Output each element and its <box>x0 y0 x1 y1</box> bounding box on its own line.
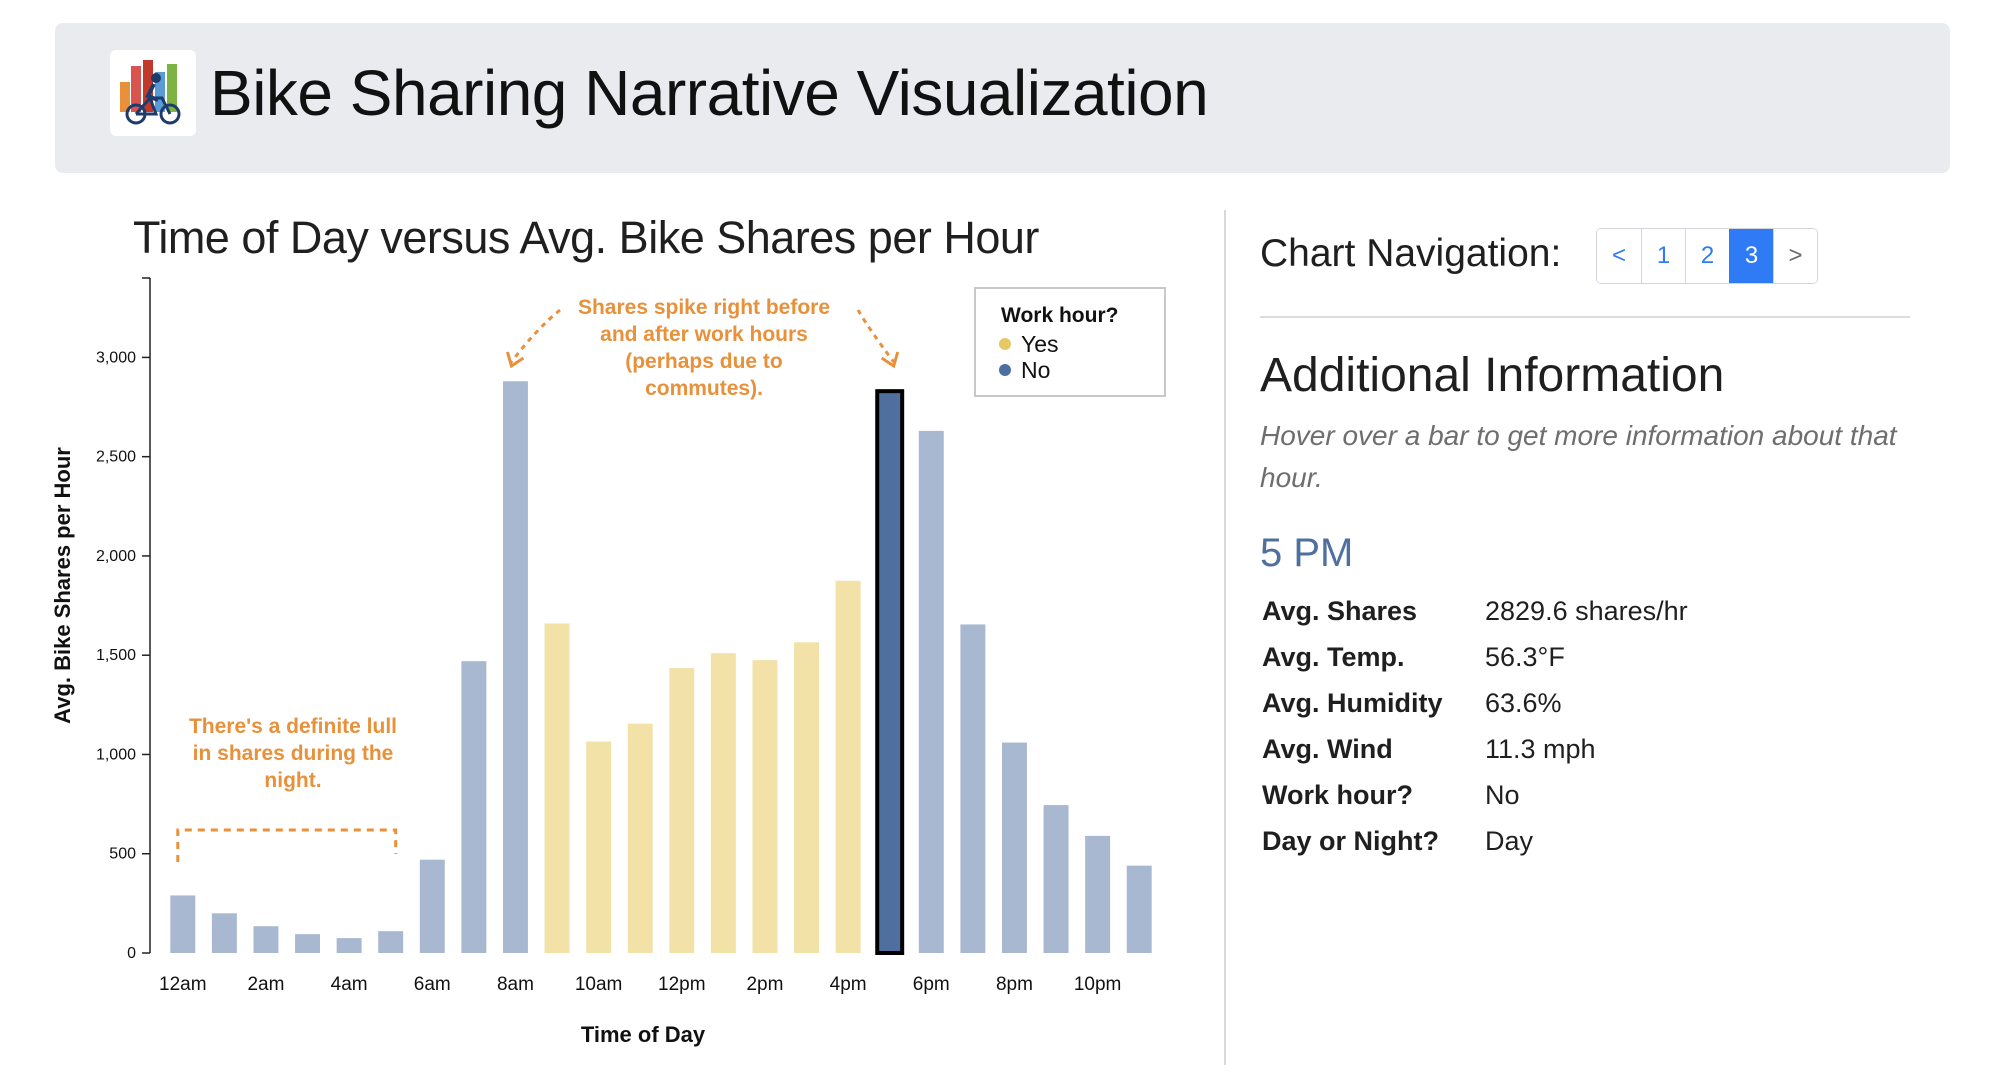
detail-value: 56.3°F <box>1485 642 1565 672</box>
bar <box>835 580 861 953</box>
detail-key: Avg. Shares <box>1262 596 1418 626</box>
y-tick-label: 2,000 <box>96 548 136 565</box>
detail-key: Avg. Humidity <box>1262 688 1443 718</box>
annotation-lull-line: night. <box>264 769 321 792</box>
annotation-spike-arrowhead-right <box>880 351 900 369</box>
detail-key: Avg. Wind <box>1262 734 1393 764</box>
x-tick-label: 6pm <box>913 974 950 995</box>
x-tick-label: 4pm <box>830 974 867 995</box>
annotation-lull-line: There's a definite lull <box>189 715 397 738</box>
bar <box>918 430 944 953</box>
bar <box>378 931 404 953</box>
legend-label: No <box>1021 357 1050 383</box>
x-axis-label: Time of Day <box>581 1022 706 1047</box>
bar <box>295 934 321 953</box>
vertical-divider <box>1224 210 1226 1065</box>
y-tick-label: 2,500 <box>96 449 136 466</box>
bar <box>794 642 820 953</box>
bar <box>253 926 279 953</box>
y-tick-label: 500 <box>109 846 136 863</box>
annotation-spike-line: and after work hours <box>600 323 808 346</box>
page-title: Bike Sharing Narrative Visualization <box>210 57 1209 129</box>
y-tick-label: 1,500 <box>96 647 136 664</box>
annotation-spike-line: (perhaps due to <box>625 350 783 373</box>
bar <box>586 741 612 953</box>
bar <box>419 859 445 953</box>
annotation-spike-line: Shares spike right before <box>578 296 830 319</box>
bar <box>461 661 487 953</box>
y-axis-label: Avg. Bike Shares per Hour <box>50 447 75 724</box>
legend-dot <box>999 364 1011 376</box>
annotation-lull-bracket <box>176 828 398 862</box>
bar-chart: 0 500 1,000 1,500 2,000 2,500 3,000 12am 2am 4am 6… <box>50 277 1166 1047</box>
bar <box>502 381 528 953</box>
y-tick-label: 0 <box>127 945 136 962</box>
annotation-spike-arrow-right <box>856 309 895 363</box>
x-tick-label: 8am <box>497 974 534 995</box>
detail-value: No <box>1485 780 1520 810</box>
bike-chart-logo-icon <box>110 50 196 136</box>
app-header <box>55 23 1950 173</box>
detail-value: 11.3 mph <box>1485 734 1596 764</box>
chart-navigation-label: Chart Navigation: <box>1260 232 1562 275</box>
page-2-button[interactable]: 2 <box>1685 229 1729 283</box>
annotation-spike-line: commutes). <box>645 377 763 400</box>
page-3-button[interactable]: 3 <box>1729 229 1773 283</box>
bar-highlighted <box>875 389 905 956</box>
prev-page-button[interactable]: < <box>1597 229 1641 283</box>
detail-key: Avg. Temp. <box>1262 642 1405 672</box>
additional-info-title: Additional Information <box>1260 349 1725 402</box>
bar <box>544 623 570 953</box>
bar <box>336 938 362 953</box>
x-tick-label: 10pm <box>1074 974 1122 995</box>
legend-dot <box>999 338 1011 350</box>
detail-key: Work hour? <box>1262 780 1413 810</box>
detail-value: 63.6% <box>1485 688 1562 718</box>
bar <box>1043 805 1069 953</box>
x-tick-label: 2am <box>247 974 284 995</box>
x-tick-label: 2pm <box>746 974 783 995</box>
chart-title: Time of Day versus Avg. Bike Shares per … <box>133 212 1039 263</box>
next-page-button[interactable]: > <box>1773 229 1817 283</box>
legend-title: Work hour? <box>1001 304 1118 327</box>
bar <box>627 723 653 953</box>
bar <box>710 653 736 953</box>
annotation-lull-line: in shares during the <box>193 742 394 765</box>
detail-value: 2829.6 shares/hr <box>1485 596 1688 626</box>
horizontal-divider <box>1260 316 1910 318</box>
detail-key: Day or Night? <box>1262 826 1440 856</box>
bar <box>1085 835 1111 953</box>
x-tick-label: 10am <box>575 974 623 995</box>
x-tick-label: 4am <box>331 974 368 995</box>
bar <box>960 624 986 953</box>
x-tick-label: 12pm <box>658 974 706 995</box>
legend-label: Yes <box>1021 331 1059 357</box>
detail-value: Day <box>1485 826 1534 856</box>
annotation-spike-arrowhead-left <box>506 351 525 369</box>
bar <box>211 913 237 953</box>
hover-hint: Hover over a bar to get more information… <box>1260 420 1897 493</box>
y-tick-label: 1,000 <box>96 746 136 763</box>
chart-pagination: < 1 2 3 > <box>1596 228 1818 284</box>
annotation-spike-arrow-left <box>510 308 561 363</box>
bar <box>170 895 196 953</box>
bar <box>669 668 695 953</box>
page-1-button[interactable]: 1 <box>1641 229 1685 283</box>
x-tick-label: 8pm <box>996 974 1033 995</box>
y-tick-label: 3,000 <box>96 349 136 366</box>
bar <box>1126 865 1152 953</box>
bar <box>1001 742 1027 953</box>
selected-hour-label: 5 PM <box>1260 531 1354 575</box>
x-tick-label: 12am <box>159 974 207 995</box>
x-tick-label: 6am <box>414 974 451 995</box>
bar <box>752 660 778 953</box>
